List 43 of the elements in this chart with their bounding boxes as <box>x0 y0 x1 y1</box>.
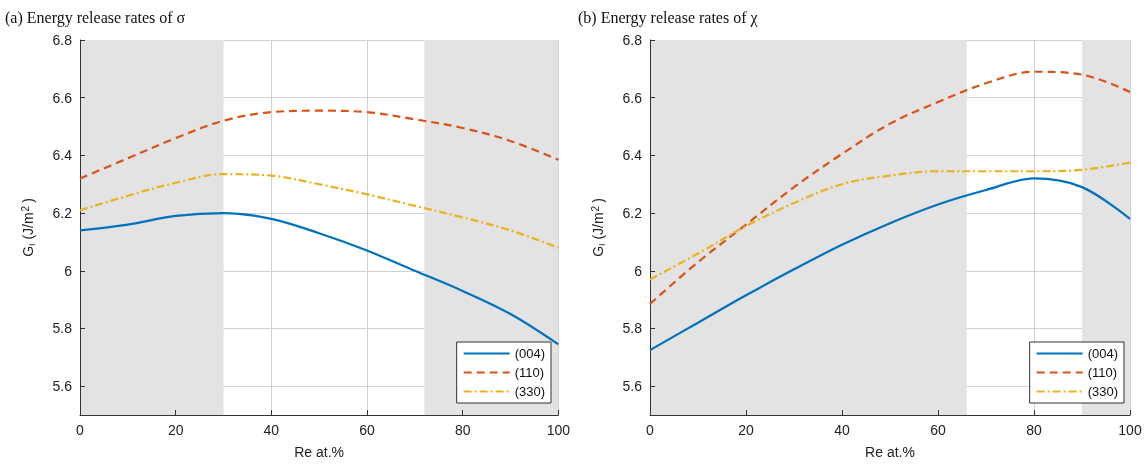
legend-label: (110) <box>1087 365 1118 380</box>
legend-label: (004) <box>514 346 546 361</box>
chart-title: (a) Energy release rates of σ <box>5 8 186 27</box>
y-tick-label: 5.6 <box>52 378 73 395</box>
line-series <box>78 211 560 346</box>
y-tick-label: 5.8 <box>622 320 643 337</box>
x-tick-label: 80 <box>454 422 471 438</box>
y-tick-label: 6.2 <box>52 205 73 222</box>
y-tick-label: 6.4 <box>52 147 73 164</box>
x-tick-label: 20 <box>738 422 754 438</box>
x-axis-title: Re at.% <box>294 444 345 460</box>
x-tick-label: 80 <box>1026 422 1042 438</box>
legend-label: (330) <box>1087 384 1119 399</box>
line-series <box>78 109 560 180</box>
legend-label: (004) <box>1087 346 1119 361</box>
y-axis-title: GI (J/m2) <box>589 198 607 257</box>
chart-title: (b) Energy release rates of χ <box>578 8 759 27</box>
y-tick-label: 6 <box>634 262 643 279</box>
y-tick-label: 6.8 <box>622 32 643 48</box>
x-tick-label: 60 <box>930 422 946 438</box>
x-tick-label: 40 <box>263 422 280 438</box>
y-tick-label: 6.6 <box>52 89 73 106</box>
line-series <box>648 161 1132 281</box>
y-tick-label: 6.6 <box>622 89 643 106</box>
line-series <box>648 70 1132 306</box>
legend-label: (110) <box>514 365 545 380</box>
y-tick-label: 6 <box>64 262 73 279</box>
legend-label: (330) <box>514 384 546 399</box>
y-tick-label: 6.8 <box>52 32 73 48</box>
y-tick-label: 5.8 <box>52 320 73 337</box>
x-tick-label: 100 <box>546 422 571 438</box>
y-tick-label: 6.4 <box>622 147 643 164</box>
x-tick-label: 20 <box>167 422 184 438</box>
line-series <box>78 173 560 249</box>
y-axis-title: GI (J/m2) <box>19 198 37 257</box>
x-tick-label: 0 <box>76 422 85 438</box>
x-tick-label: 0 <box>646 422 655 438</box>
x-tick-label: 100 <box>1118 422 1142 438</box>
x-axis-title: Re at.% <box>865 444 915 460</box>
x-tick-label: 40 <box>834 422 850 438</box>
y-tick-label: 6.2 <box>622 205 643 222</box>
y-tick-label: 5.6 <box>622 378 643 395</box>
x-tick-label: 60 <box>359 422 375 438</box>
